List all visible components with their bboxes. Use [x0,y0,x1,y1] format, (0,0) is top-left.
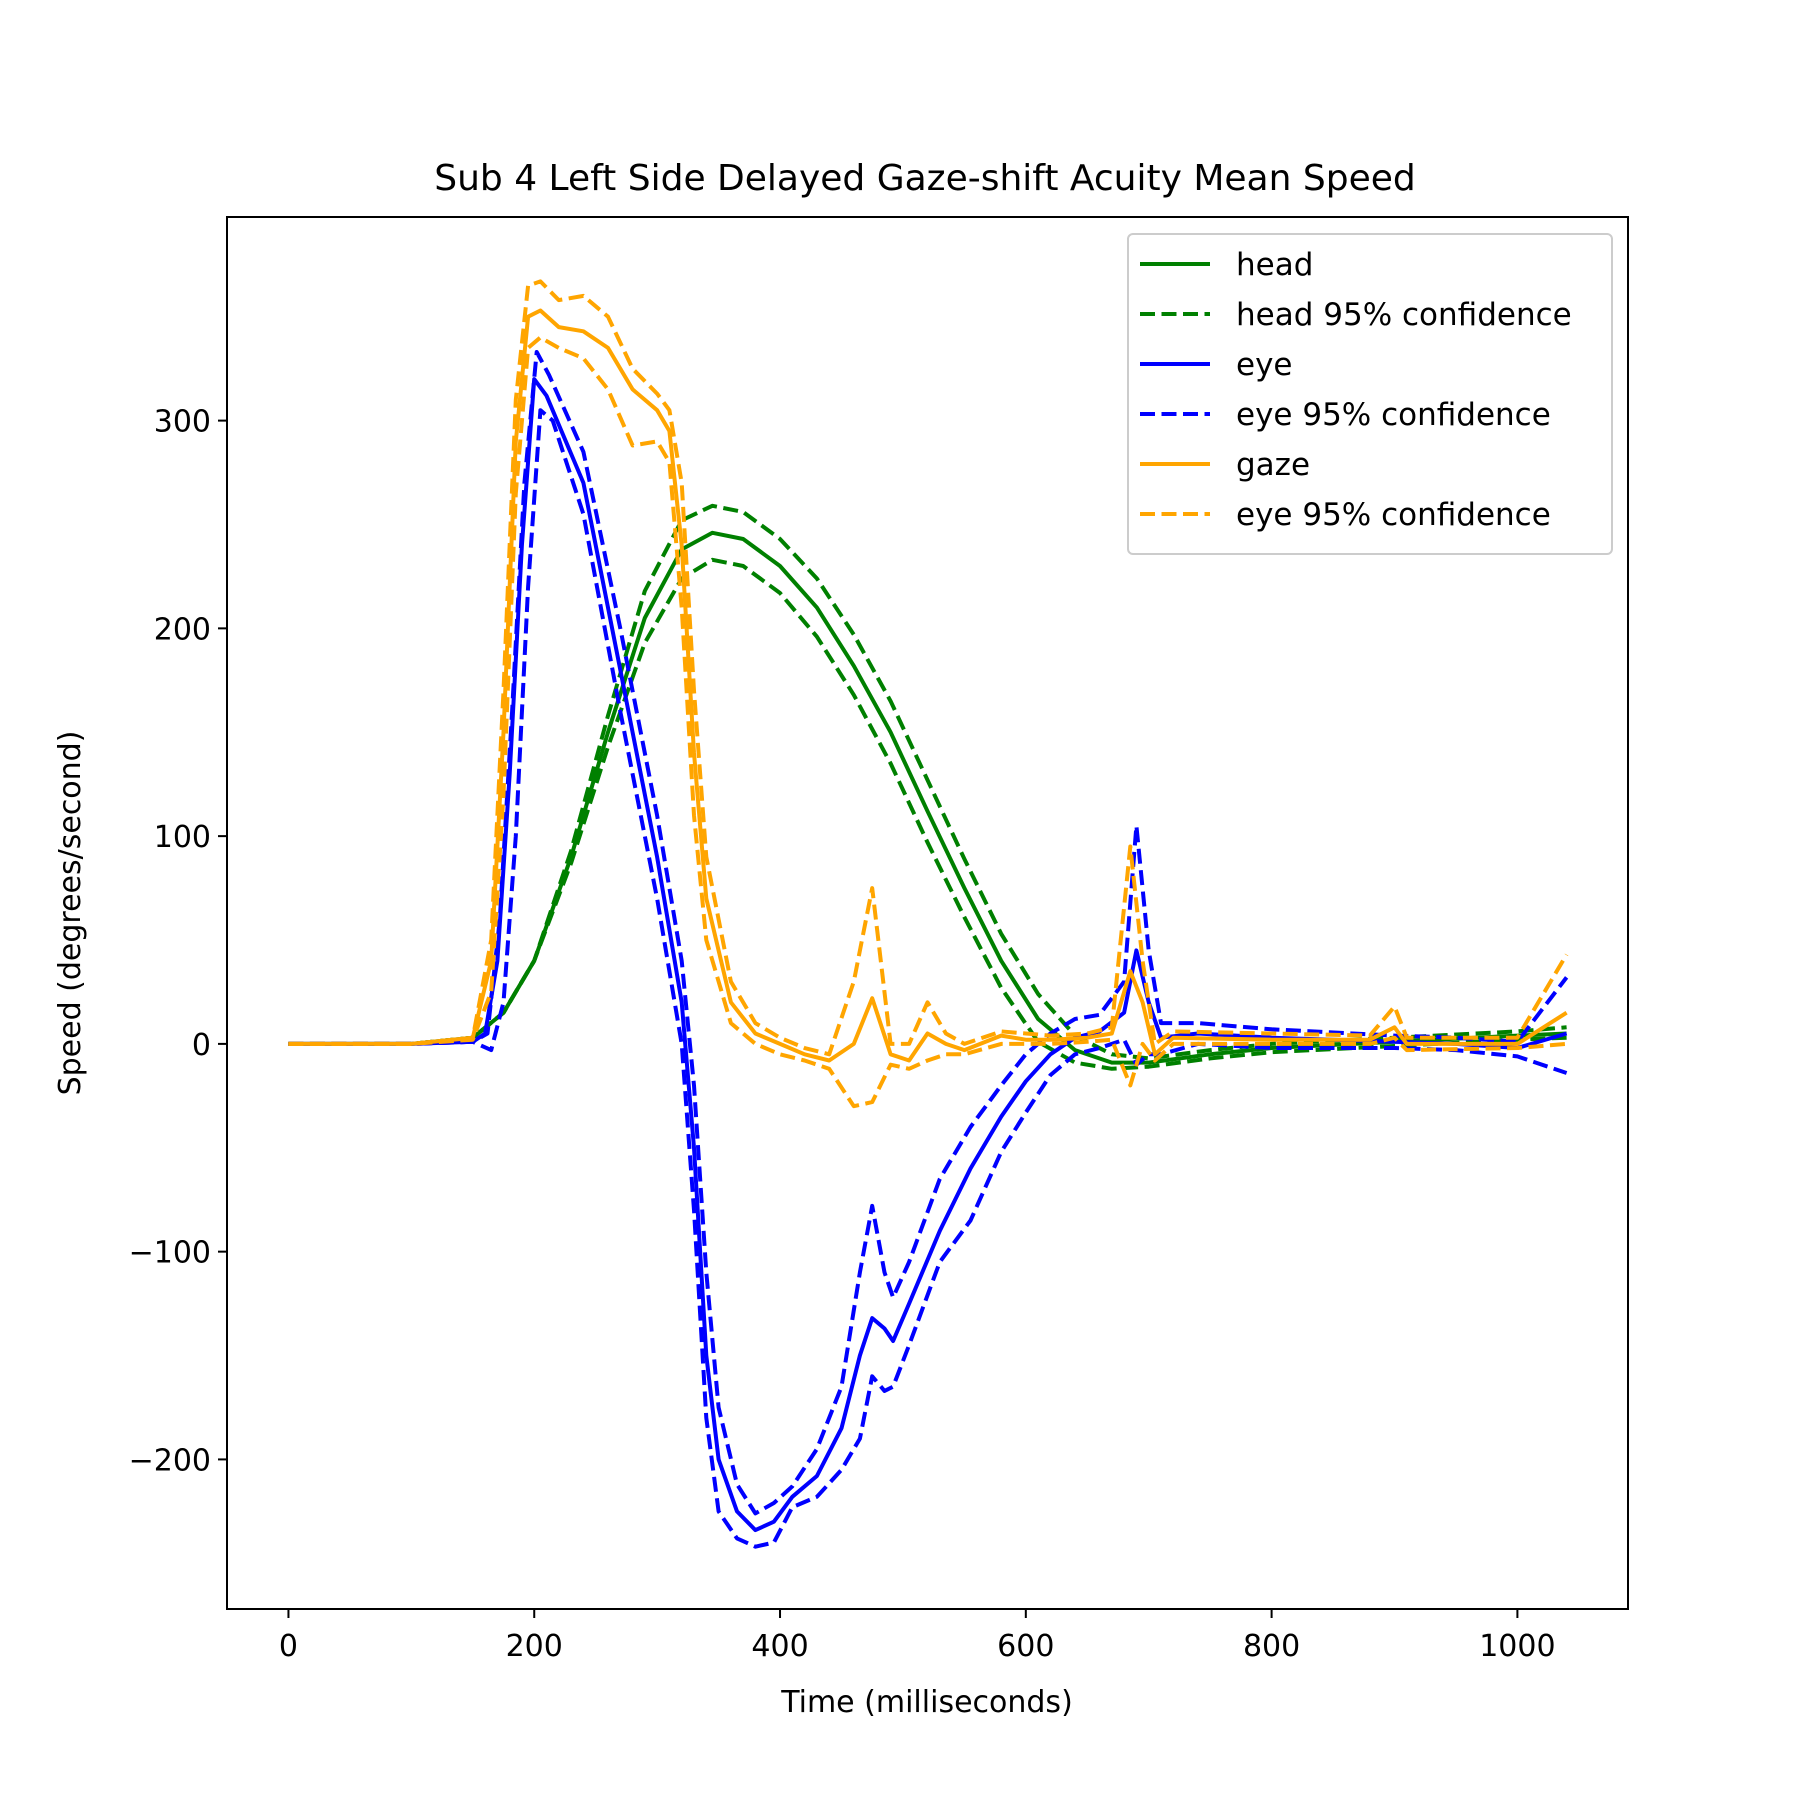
x-axis-label: Time (milliseconds) [780,1685,1073,1720]
x-axis: 0 200 400 600 800 1000 [279,1609,1556,1664]
series-layer [288,279,1569,1549]
legend-label: head 95% confidence [1236,297,1572,333]
series-line-5 [288,408,1568,1549]
legend-label: eye 95% confidence [1236,497,1551,533]
series-line-4 [288,350,1569,1516]
y-tick-label: −100 [129,1236,211,1271]
x-tick-label: 800 [1243,1629,1300,1664]
legend-label: head [1236,247,1313,283]
legend-label: gaze [1236,447,1310,483]
series-line-6 [288,308,1568,1063]
y-axis: −200 −100 0 100 200 300 [129,405,227,1478]
y-tick-label: 100 [154,820,211,855]
y-tick-label: 0 [192,1028,211,1063]
legend-label: eye 95% confidence [1236,397,1551,433]
plot-area-frame [226,216,1629,1610]
series-line-8 [288,335,1567,1109]
legend-label: eye [1236,347,1293,383]
y-tick-label: −200 [129,1443,211,1478]
chart-title: Sub 4 Left Side Delayed Gaze-shift Acuit… [434,158,1415,199]
x-tick-label: 200 [506,1629,563,1664]
x-tick-label: 1000 [1479,1629,1555,1664]
legend-box [1127,233,1613,555]
y-tick-label: 300 [154,405,211,440]
series-line-0 [288,530,1567,1065]
y-axis-label: Speed (degrees/second) [53,731,88,1096]
series-line-2 [288,557,1567,1071]
x-tick-label: 600 [997,1629,1054,1664]
y-tick-label: 200 [154,612,211,647]
series-line-7 [288,279,1569,1057]
x-tick-label: 0 [279,1629,298,1664]
x-tick-label: 400 [751,1629,808,1664]
legend: head head 95% confidence eye eye 95% confid… [1127,233,1613,555]
